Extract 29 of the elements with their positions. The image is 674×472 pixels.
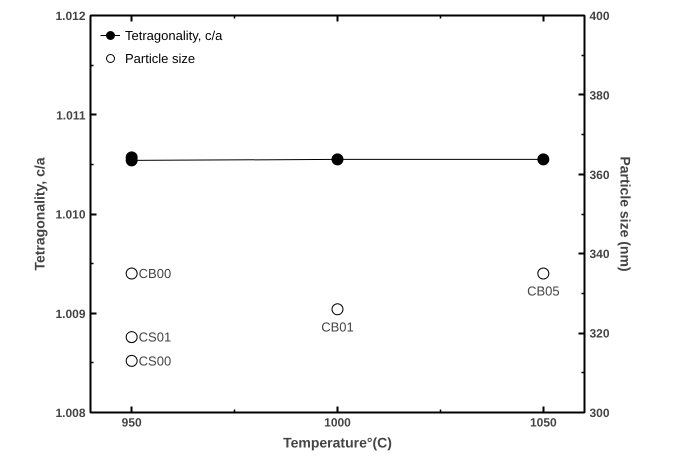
x-tick-label: 1050 xyxy=(530,416,558,430)
point xyxy=(126,331,138,344)
x-axis-title: Temperature°(C) xyxy=(283,434,392,450)
y2-axis-title: Particle size (nm) xyxy=(618,156,634,272)
data-label: CS01 xyxy=(138,330,172,345)
y2-tick-label: 340 xyxy=(590,247,610,262)
y-tick-label: 1.012 xyxy=(55,9,86,23)
y2-tick-label: 360 xyxy=(590,168,610,182)
data-label: CS00 xyxy=(138,353,172,368)
data-label: CB00 xyxy=(138,266,172,282)
y-tick-label: 1.011 xyxy=(56,108,86,122)
x-tick-label: 1000 xyxy=(324,416,352,430)
y2-tick-label: 320 xyxy=(590,326,610,341)
point xyxy=(332,303,344,316)
y2-tick-label: 300 xyxy=(590,406,610,420)
data-label: CB05 xyxy=(527,284,560,299)
y-axis-title: Tetragonality, c/a xyxy=(31,157,48,271)
point xyxy=(537,268,550,280)
y2-tick-label: 400 xyxy=(590,9,610,23)
legend-label: Tetragonality, c/a xyxy=(125,28,222,42)
point xyxy=(126,354,138,367)
x-tick-label: 950 xyxy=(122,416,142,430)
y2-tick-label: 380 xyxy=(590,88,610,102)
y-tick-label: 1.009 xyxy=(55,306,86,321)
legend-label: Particle size xyxy=(125,50,196,66)
y-tick-label: 1.010 xyxy=(55,208,86,222)
data-label: CB01 xyxy=(321,319,354,334)
point xyxy=(126,268,138,280)
y-tick-label: 1.008 xyxy=(55,406,86,420)
